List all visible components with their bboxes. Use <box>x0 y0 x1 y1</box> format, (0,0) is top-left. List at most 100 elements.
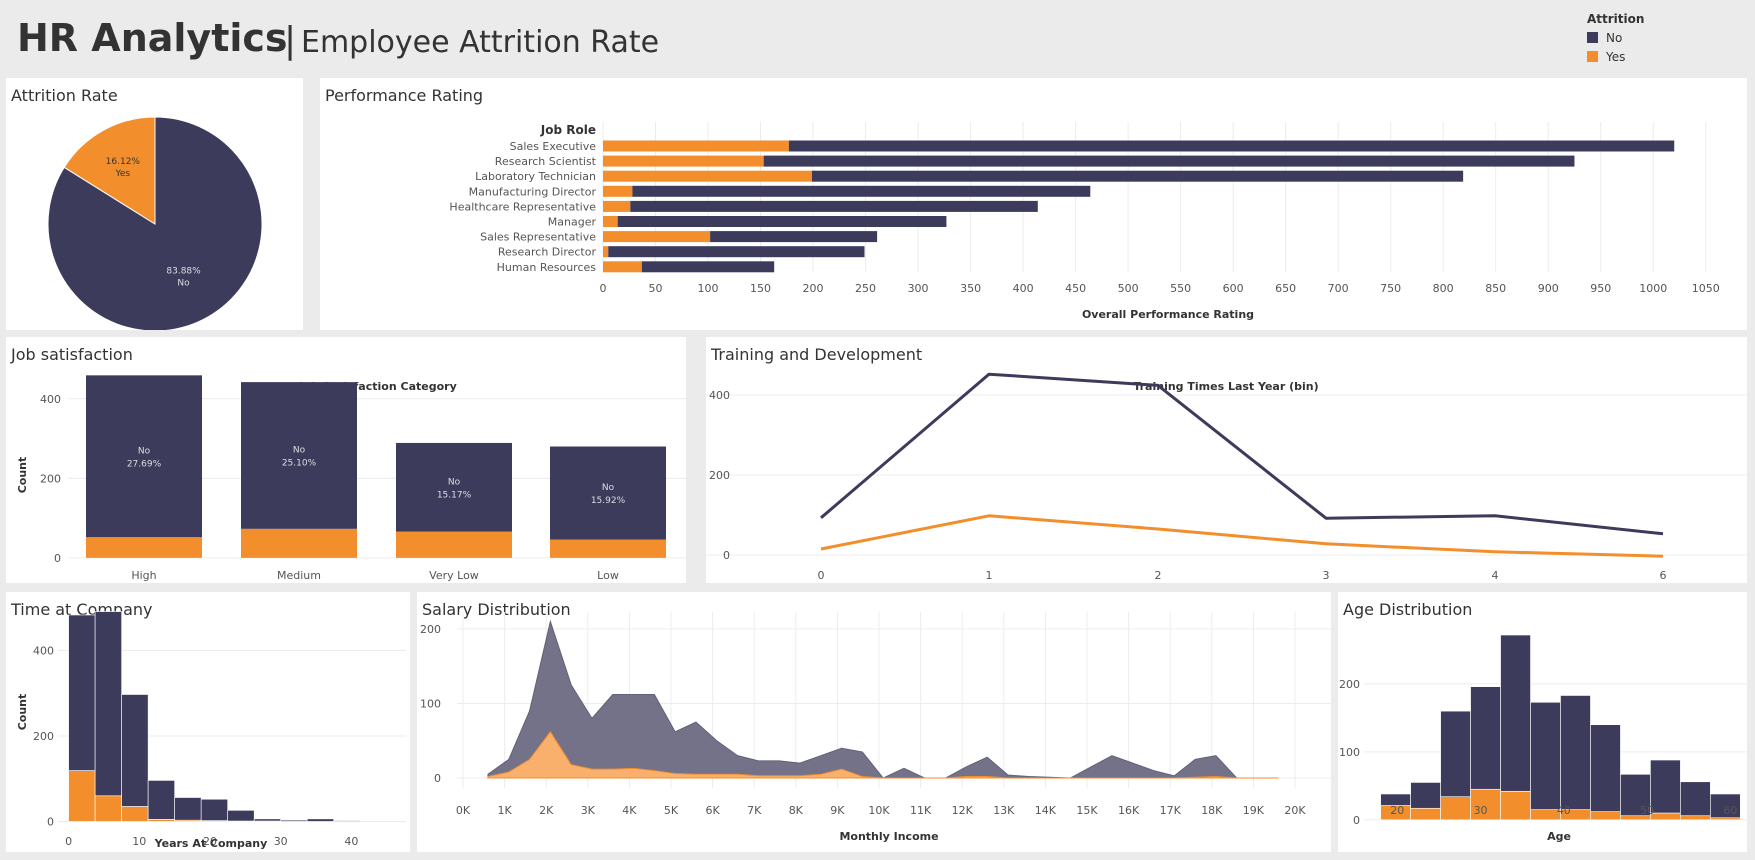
panel-title: Age Distribution <box>1343 600 1473 619</box>
bar-yes <box>550 539 666 558</box>
age-distribution-panel: Age Distribution 0 100 200 20 30 40 50 60 Age <box>1338 592 1747 852</box>
y-tick-label: Laboratory Technician <box>475 170 596 183</box>
bar-yes <box>1500 790 1531 821</box>
bar-label-percent: 27.69% <box>127 459 162 469</box>
x-tick-label: 11K <box>910 804 932 817</box>
bar-no <box>1440 710 1471 798</box>
training-development-chart[interactable]: Training Times Last Year (bin) 0 200 400 0 1 2… <box>706 337 1747 583</box>
attrition-legend[interactable]: Attrition No Yes <box>1587 12 1644 66</box>
pie-label-category: No <box>177 278 190 288</box>
y-tick-label: 100 <box>420 697 441 710</box>
bar-yes <box>603 231 711 243</box>
x-tick-label: 12K <box>952 804 974 817</box>
attrition-pie-chart[interactable]: 83.88% No 16.12% Yes <box>6 78 303 330</box>
y-tick-label: 0 <box>434 772 441 785</box>
bar-no <box>94 611 122 797</box>
bar-yes <box>1410 807 1441 821</box>
bar-no <box>68 614 96 771</box>
x-tick-label: 1 <box>986 569 993 582</box>
bar-no <box>632 185 1091 197</box>
bar-no <box>617 216 947 227</box>
panel-title: Salary Distribution <box>422 600 571 619</box>
pie-slice-no <box>47 116 263 330</box>
y-tick-label: 200 <box>709 469 730 482</box>
x-tick-label: Very Low <box>429 569 479 582</box>
chart-title: Training Times Last Year (bin) <box>1133 380 1318 393</box>
bar-yes <box>603 170 812 182</box>
x-tick-label: 6 <box>1660 569 1667 582</box>
bar-label-category: No <box>602 483 615 493</box>
x-tick-label: 700 <box>1328 282 1349 295</box>
bar-no <box>1470 686 1501 790</box>
x-tick-label: 20 <box>1390 804 1404 817</box>
x-tick-label: 3 <box>1323 569 1330 582</box>
bar-no <box>227 810 255 822</box>
bar-no <box>200 798 228 821</box>
salary-distribution-chart[interactable]: 0 100 200 0K 1K 2K 3K 4K 5K 6K 7K 8K 9K 10K 11K 12K 13K 1… <box>417 592 1331 852</box>
y-tick-label: 400 <box>33 644 54 657</box>
bar-no <box>147 780 175 820</box>
x-tick-label: 650 <box>1275 282 1296 295</box>
x-tick-label: 16K <box>1118 804 1140 817</box>
bar-no <box>241 382 357 529</box>
x-tick-label: 10 <box>132 835 146 848</box>
y-tick-label: 400 <box>709 389 730 402</box>
x-tick-label: 2K <box>539 804 554 817</box>
y-axis-title: Count <box>16 457 29 494</box>
x-tick-label: 19K <box>1243 804 1265 817</box>
x-tick-label: 5K <box>664 804 679 817</box>
x-tick-label: 4 <box>1492 569 1499 582</box>
bar-no <box>550 446 666 540</box>
x-tick-label: 950 <box>1590 282 1611 295</box>
x-tick-label: 0 <box>818 569 825 582</box>
panel-title: Training and Development <box>711 345 923 364</box>
y-tick-label: 0 <box>1353 814 1360 827</box>
bar-yes <box>1680 815 1711 821</box>
area-series-yes <box>487 730 1279 779</box>
bar-yes <box>603 185 633 197</box>
x-tick-label: 250 <box>855 282 876 295</box>
x-tick-label: 200 <box>803 282 824 295</box>
x-tick-label: 40 <box>344 835 358 848</box>
y-tick-label: 200 <box>40 472 61 485</box>
x-tick-label: 450 <box>1065 282 1086 295</box>
salary-distribution-panel: Salary Distribution 0 100 200 0K 1K 2K 3K 4K 5K 6… <box>417 592 1331 852</box>
x-tick-label: 20 <box>203 835 217 848</box>
y-axis-title: Count <box>16 694 29 731</box>
x-tick-label: 4K <box>622 804 637 817</box>
x-tick-label: High <box>131 569 156 582</box>
bar-label-percent: 25.10% <box>282 458 317 468</box>
y-tick-label: 0 <box>47 815 54 828</box>
bar-yes <box>94 795 122 822</box>
age-distribution-chart[interactable]: 0 100 200 20 30 40 50 60 Age <box>1338 592 1747 852</box>
x-tick-label: Low <box>597 569 619 582</box>
time-at-company-chart[interactable]: 0 200 400 0 10 20 30 40 Years At Company Count <box>6 592 410 852</box>
bar-no <box>1530 701 1561 810</box>
x-axis-title: Age <box>1547 830 1571 843</box>
dashboard-header: HR Analytics | Employee Attrition Rate A… <box>0 0 1755 78</box>
bar-no <box>333 820 361 822</box>
job-satisfaction-chart[interactable]: Job Satisfaction Category0200400CountNo2… <box>6 337 686 583</box>
bar-yes <box>1440 796 1471 821</box>
bar-no <box>763 155 1575 167</box>
y-tick-label: Research Director <box>498 246 597 259</box>
bar-no <box>1650 759 1681 814</box>
legend-label-no: No <box>1606 30 1623 45</box>
bar-no <box>86 375 202 538</box>
bar-yes <box>603 216 618 227</box>
bar-yes <box>396 531 512 558</box>
job-satisfaction-panel: Job satisfaction Job Satisfaction Catego… <box>6 337 686 583</box>
y-tick-label: 200 <box>33 730 54 743</box>
x-tick-label: 900 <box>1538 282 1559 295</box>
x-tick-label: 150 <box>750 282 771 295</box>
y-tick-label: Manufacturing Director <box>469 185 597 198</box>
y-tick-label: 200 <box>1339 678 1360 691</box>
y-tick-label: 0 <box>54 552 61 565</box>
performance-rating-chart[interactable]: 0 50 100 150 200 250 300 350 400 450 500 550 600 650 7… <box>320 78 1747 330</box>
legend-item-yes[interactable]: Yes <box>1587 47 1644 66</box>
x-tick-label: Medium <box>277 569 321 582</box>
bar-yes <box>241 528 357 558</box>
bar-no <box>630 200 1038 212</box>
legend-item-no[interactable]: No <box>1587 28 1644 47</box>
x-tick-label: 3K <box>581 804 596 817</box>
